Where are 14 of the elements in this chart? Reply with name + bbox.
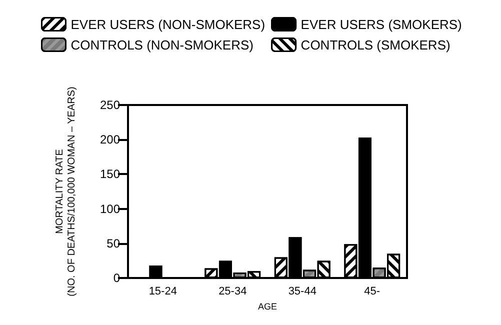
y-axis-title: MORTALITY RATE (NO. OF DEATHS/100,000 WOMAN – YEARS)	[54, 86, 78, 296]
y-tick-label: 200	[100, 132, 120, 147]
legend-label: EVER USERS (SMOKERS)	[300, 16, 462, 32]
legend-label: CONTROLS (SMOKERS)	[300, 37, 450, 52]
y-tick-label: 100	[100, 202, 120, 216]
x-tick-label: 45-	[364, 286, 380, 298]
x-tick-label: 35-44	[288, 286, 316, 298]
x-tick-label: 15-24	[148, 286, 177, 298]
x-axis-title: AGE	[258, 301, 278, 312]
x-tick-label: 25-34	[218, 286, 247, 298]
legend-label: EVER USERS (NON-SMOKERS)	[70, 16, 266, 32]
y-tick-label: 250	[100, 98, 120, 112]
y-tick-label: 150	[100, 167, 120, 182]
legend-label: CONTROLS (NON-SMOKERS)	[70, 37, 254, 52]
